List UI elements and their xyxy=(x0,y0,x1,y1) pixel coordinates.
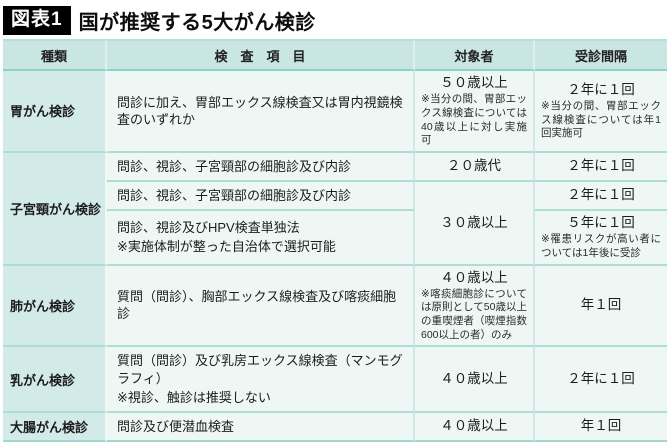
interval-note: ※罹患リスクが高い者については1年後に受診 xyxy=(541,233,661,259)
interval-cell: ２年に１回 xyxy=(535,181,667,212)
figure-number-badge: 図表1 xyxy=(3,5,71,35)
table-row-cervical-20s: 子宮頸がん検診 問診、視診、子宮頸部の細胞診及び内診 ２０歳代 ２年に１回 xyxy=(3,152,667,266)
target-cell: ３０歳以上 xyxy=(415,181,535,266)
target-note: ※喀痰細胞診については原則として50歳以上の重喫煙者（喫煙指数600以上の者）の… xyxy=(421,287,527,341)
col-header-type: 種類 xyxy=(3,39,107,71)
table-row-breast: 乳がん検診 質問（問診）及び乳房エックス線検査（マンモグラフィ） ※視診、触診は… xyxy=(3,347,667,413)
target-cell: ４０歳以上 ※喀痰細胞診については原則として50歳以上の重喫煙者（喫煙指数600… xyxy=(415,265,535,348)
interval-value: ２年に１回 xyxy=(567,371,635,386)
table-row-stomach: 胃がん検診 問診に加え、胃部エックス線検査又は胃内視鏡検査のいずれか ５０歳以上… xyxy=(3,71,667,153)
exam-cell: 質問（問診）、胸部エックス線検査及び喀痰細胞診 xyxy=(107,265,415,348)
exam-cell: 問診、視診及びHPV検査単独法 ※実施体制が整った自治体で選択可能 xyxy=(107,211,415,266)
interval-cell: ５年に１回 ※罹患リスクが高い者については1年後に受診 xyxy=(535,211,667,266)
interval-value: ５年に１回 xyxy=(567,215,635,231)
interval-note: ※当分の間、胃部エックス線検査については年1回実施可 xyxy=(541,100,661,140)
exam-cell: 問診及び便潜血検査 xyxy=(107,412,415,442)
interval-cell: ２年に１回 xyxy=(535,152,667,182)
interval-cell: ２年に１回 xyxy=(535,347,667,413)
exam-cell: 問診、視診、子宮頸部の細胞診及び内診 xyxy=(107,181,415,212)
type-cell-cervical: 子宮頸がん検診 xyxy=(3,152,107,266)
exam-cell: 質問（問診）及び乳房エックス線検査（マンモグラフィ） ※視診、触診は推奨しない xyxy=(107,347,415,413)
interval-value: 年１回 xyxy=(580,297,622,313)
interval-value: ２年に１回 xyxy=(567,158,635,174)
target-value: ２０歳代 xyxy=(447,158,501,174)
interval-cell: 年１回 xyxy=(535,265,667,348)
table-row-cervical-30s-cytology: 問診、視診、子宮頸部の細胞診及び内診 ３０歳以上 ２年に１回 xyxy=(3,181,667,266)
type-cell-lung: 肺がん検診 xyxy=(3,265,107,348)
header-row: 種類 検 査 項 目 対象者 受診間隔 xyxy=(3,39,667,71)
type-cell-breast: 乳がん検診 xyxy=(3,347,107,413)
col-header-interval: 受診間隔 xyxy=(535,39,667,71)
col-header-exam-items: 検 査 項 目 xyxy=(107,39,415,71)
type-cell-colorectal: 大腸がん検診 xyxy=(3,412,107,442)
exam-note: ※実施体制が整った自治体で選択可能 xyxy=(117,239,336,255)
interval-cell: ２年に１回 ※当分の間、胃部エックス線検査については年1回実施可 xyxy=(535,71,667,153)
interval-cell: 年１回 xyxy=(535,412,667,442)
exam-cell: 問診、視診、子宮頸部の細胞診及び内診 xyxy=(107,152,415,182)
target-note: ※当分の間、胃部エックス線検査については40歳以上に対し実施可 xyxy=(421,93,527,147)
interval-value: ２年に１回 xyxy=(567,187,635,203)
exam-cell: 問診に加え、胃部エックス線検査又は胃内視鏡検査のいずれか xyxy=(107,71,415,153)
target-cell: ４０歳以上 xyxy=(415,412,535,442)
target-cell: ５０歳以上 ※当分の間、胃部エックス線検査については40歳以上に対し実施可 xyxy=(415,71,535,153)
type-cell-stomach: 胃がん検診 xyxy=(3,71,107,153)
figure-title-bar: 図表1 国が推奨する5大がん検診 xyxy=(0,0,670,36)
target-cell: ４０歳以上 xyxy=(415,347,535,413)
page-title: 国が推奨する5大がん検診 xyxy=(78,11,316,34)
interval-value: ２年に１回 xyxy=(567,81,635,97)
exam-text: 問診、視診及びHPV検査単独法 xyxy=(117,220,300,236)
target-value: ４０歳以上 xyxy=(440,418,508,434)
target-value: ４０歳以上 xyxy=(440,269,508,285)
cancer-screening-table: 種類 検 査 項 目 対象者 受診間隔 胃がん検診 問診に加え、胃部エックス線検… xyxy=(3,39,667,442)
table-row-colorectal: 大腸がん検診 問診及び便潜血検査 ４０歳以上 年１回 xyxy=(3,412,667,442)
target-value: ３０歳以上 xyxy=(440,214,508,230)
exam-text: 質問（問診）及び乳房エックス線検査（マンモグラフィ） xyxy=(117,353,403,386)
target-value: ４０歳以上 xyxy=(440,371,508,386)
interval-value: 年１回 xyxy=(580,418,622,434)
table-row-cervical-30s-hpv: 問診、視診及びHPV検査単独法 ※実施体制が整った自治体で選択可能 ５年に１回 … xyxy=(3,211,667,266)
col-header-target: 対象者 xyxy=(415,39,535,71)
table-row-lung: 肺がん検診 質問（問診）、胸部エックス線検査及び喀痰細胞診 ４０歳以上 ※喀痰細… xyxy=(3,265,667,348)
target-cell: ２０歳代 xyxy=(415,152,535,182)
target-value: ５０歳以上 xyxy=(440,75,508,90)
exam-note: ※視診、触診は推奨しない xyxy=(117,389,271,405)
